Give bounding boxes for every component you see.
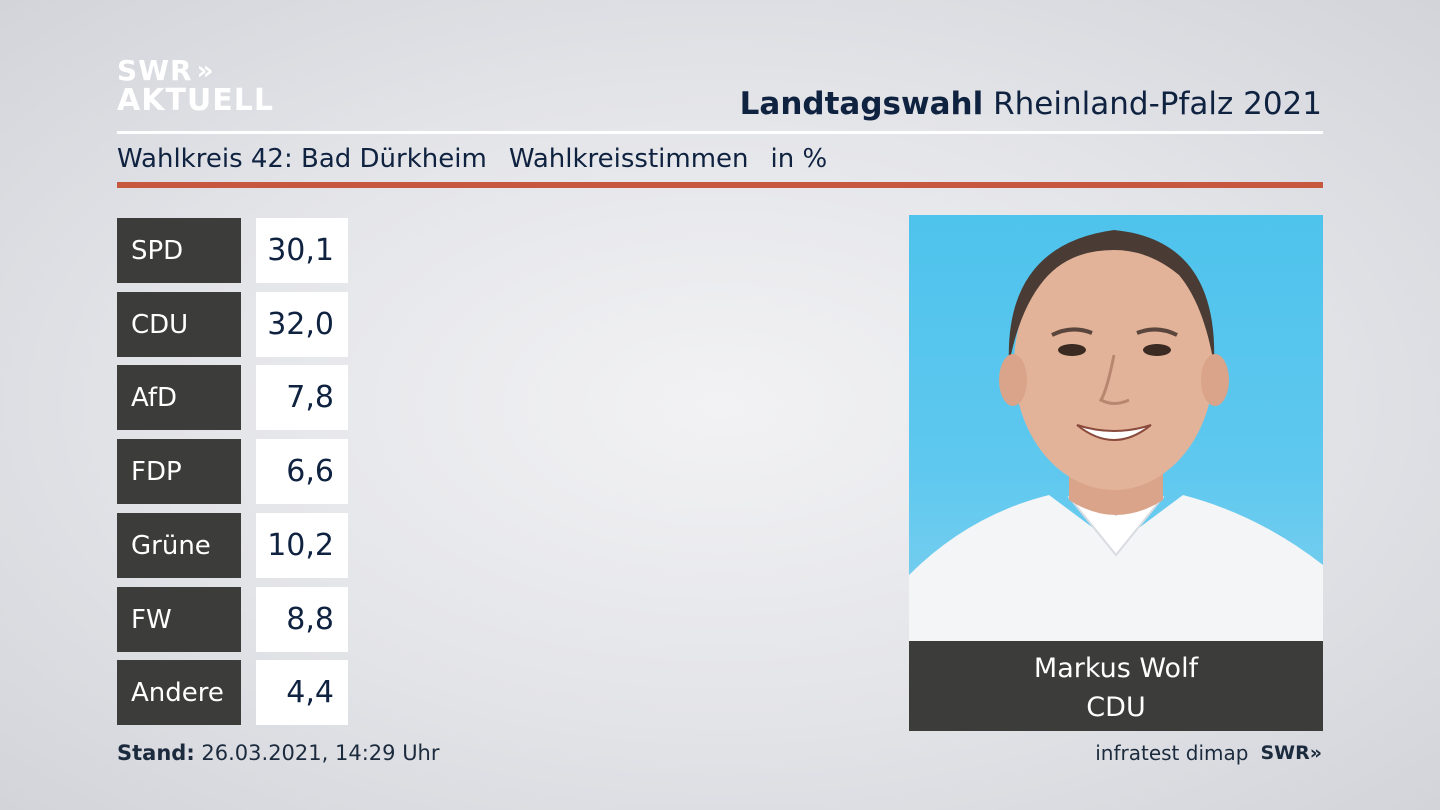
result-row: Grüne 10,2 [117,513,348,578]
party-label: Andere [117,660,241,725]
swr-logo-text: SWR [1260,742,1310,764]
candidate-caption: Markus Wolf CDU [909,641,1323,731]
result-row: FDP 6,6 [117,439,348,504]
accent-divider [117,182,1323,188]
result-row: Andere 4,4 [117,660,348,725]
source-label: infratest dimap [1095,741,1249,765]
timestamp: Stand: 26.03.2021, 14:29 Uhr [117,741,440,765]
stand-value: 26.03.2021, 14:29 Uhr [201,741,440,765]
logo-aktuell-text: AKTUELL [117,83,275,118]
page-title: Landtagswahl Rheinland-Pfalz 2021 [740,86,1322,122]
party-label: CDU [117,292,241,357]
candidate-portrait-icon [909,230,1323,642]
party-label: FW [117,587,241,652]
title-rest: Rheinland-Pfalz 2021 [993,86,1322,122]
candidate-photo [909,215,1323,642]
stand-label: Stand: [117,741,195,765]
party-value: 32,0 [256,292,348,357]
swr-aktuell-logo: SWR» AKTUELL [117,56,274,116]
party-value: 4,4 [256,660,348,725]
logo-arrows-icon: » [196,56,214,86]
result-row: SPD 30,1 [117,218,348,283]
party-label: SPD [117,218,241,283]
result-row: CDU 32,0 [117,292,348,357]
party-label: FDP [117,439,241,504]
result-row: FW 8,8 [117,587,348,652]
party-value: 30,1 [256,218,348,283]
vote-type-label: Wahlkreisstimmen [508,144,749,174]
party-label: AfD [117,365,241,430]
candidate-name: Markus Wolf [1033,653,1199,684]
party-value: 8,8 [256,587,348,652]
party-value: 7,8 [256,365,348,430]
title-bold: Landtagswahl [739,86,984,122]
party-value: 6,6 [256,439,348,504]
result-row: AfD 7,8 [117,365,348,430]
unit-label: in % [770,144,828,174]
party-value: 10,2 [256,513,348,578]
party-label: Grüne [117,513,241,578]
header-divider [117,131,1323,134]
candidate-party: CDU [1086,692,1146,723]
subtitle: Wahlkreis 42: Bad Dürkheim Wahlkreisstim… [117,144,827,174]
source-credit: infratest dimap SWR» [1095,741,1322,765]
swr-logo-small: SWR» [1260,742,1322,764]
logo-swr-text: SWR [117,54,193,87]
district-label: Wahlkreis 42: Bad Dürkheim [117,144,487,174]
